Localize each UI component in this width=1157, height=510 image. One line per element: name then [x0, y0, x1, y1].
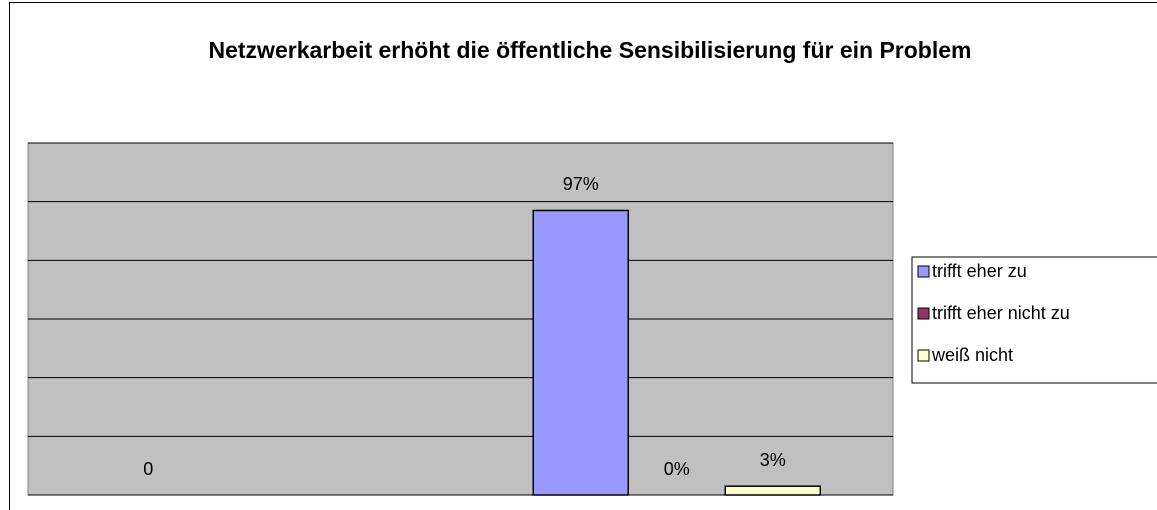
bar: [724, 485, 821, 496]
legend-label: trifft eher nicht zu: [932, 303, 1070, 323]
data-label: 97%: [563, 174, 599, 194]
chart-title: Netzwerkarbeit erhöht die öffentliche Se…: [208, 37, 972, 63]
legend-box: [911, 256, 1157, 384]
bar: [532, 209, 629, 496]
legend-swatch: [917, 307, 930, 320]
legend-swatch: [917, 265, 930, 278]
data-label: 0%: [664, 459, 690, 479]
legend-label: trifft eher zu: [932, 261, 1027, 281]
legend-swatch: [917, 349, 930, 362]
data-label: 0: [143, 459, 153, 479]
data-label: 3%: [760, 450, 786, 470]
legend-label: weiß nicht: [931, 345, 1013, 365]
